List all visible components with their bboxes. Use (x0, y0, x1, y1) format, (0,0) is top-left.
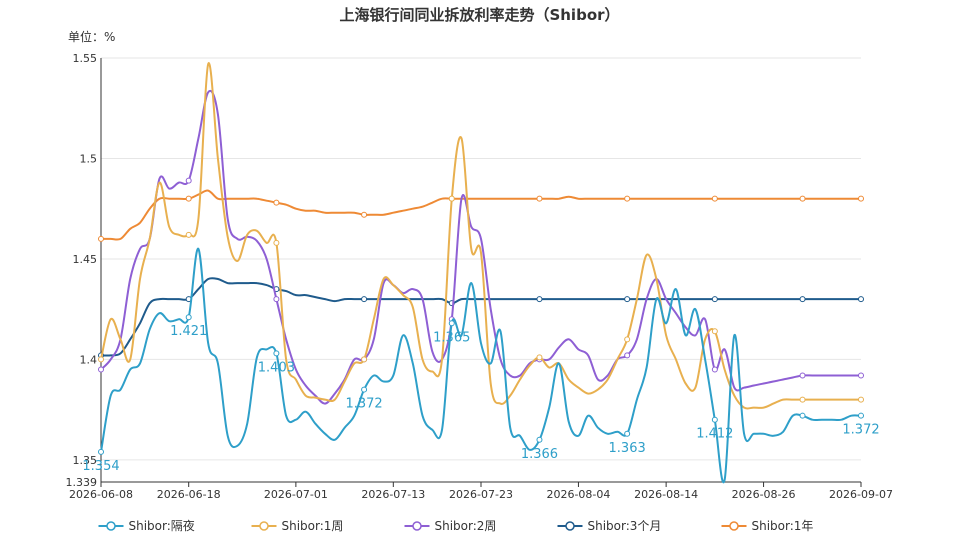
data-label: 1.354 (82, 459, 119, 474)
data-point-marker (624, 430, 631, 437)
data-point-marker (624, 336, 631, 343)
data-label: 1.363 (609, 441, 646, 456)
data-point-marker (361, 296, 368, 303)
data-point-marker (185, 231, 192, 238)
x-tick-label: 2026-08-04 (546, 488, 610, 501)
series-line (100, 247, 862, 484)
x-tick-label: 2026-08-14 (634, 488, 698, 501)
data-point-marker (185, 177, 192, 184)
data-point-marker (185, 314, 192, 321)
legend-marker (412, 521, 422, 531)
y-tick-label: 1.55 (73, 52, 98, 65)
y-tick-label: 1.45 (73, 253, 98, 266)
data-point-marker (858, 396, 864, 403)
data-point-marker (799, 412, 806, 419)
data-point-marker (624, 352, 631, 359)
data-point-marker (799, 195, 806, 202)
data-point-marker (799, 396, 806, 403)
data-point-marker (536, 195, 543, 202)
data-point-marker (273, 199, 280, 206)
legend-marker (565, 521, 575, 531)
data-label: 1.403 (258, 360, 295, 375)
data-point-marker (536, 436, 543, 443)
legend-marker (729, 521, 739, 531)
x-tick-label: 2026-08-26 (732, 488, 796, 501)
data-point-marker (98, 235, 104, 242)
data-point-marker (536, 354, 543, 361)
data-label: 1.366 (521, 447, 558, 462)
data-point-marker (858, 195, 864, 202)
chart-title: 上海银行间同业拆放利率走势（Shibor） (339, 6, 620, 24)
series-line (100, 277, 861, 357)
data-point-marker (536, 296, 543, 303)
data-point-marker (273, 296, 280, 303)
data-point-marker (448, 320, 455, 327)
legend-marker (106, 521, 116, 531)
series-line (100, 89, 861, 405)
data-point-marker (361, 211, 368, 218)
x-tick-label: 2026-07-13 (361, 488, 425, 501)
data-point-marker (711, 328, 718, 335)
data-label: 1.372 (345, 397, 382, 412)
legend-label: Shibor:1周 (282, 519, 344, 533)
data-point-marker (98, 448, 104, 455)
data-point-marker (273, 350, 280, 357)
data-point-marker (624, 296, 631, 303)
x-tick-label: 2026-06-08 (69, 488, 133, 501)
x-tick-label: 2026-07-23 (449, 488, 513, 501)
legend-label: Shibor:1年 (752, 519, 814, 533)
data-label: 1.412 (696, 427, 733, 442)
legend-marker (259, 521, 269, 531)
x-tick-label: 2026-09-07 (829, 488, 893, 501)
data-point-marker (98, 356, 104, 363)
data-point-marker (799, 372, 806, 379)
data-point-marker (858, 296, 864, 303)
data-label: 1.365 (433, 330, 470, 345)
y-tick-label: 1.35 (73, 454, 98, 467)
data-point-marker (361, 386, 368, 393)
x-tick-label: 2026-06-18 (157, 488, 221, 501)
legend-label: Shibor:隔夜 (129, 518, 195, 533)
data-point-marker (448, 195, 455, 202)
data-point-marker (273, 239, 280, 246)
y-tick-label: 1.5 (80, 152, 98, 165)
data-label: 1.372 (842, 423, 879, 438)
data-point-marker (711, 366, 718, 373)
data-label: 1.421 (170, 324, 207, 339)
data-point-marker (711, 296, 718, 303)
data-point-marker (185, 195, 192, 202)
y-axis-unit-label: 单位：% (68, 30, 116, 44)
data-point-marker (711, 416, 718, 423)
data-point-marker (858, 412, 864, 419)
legend-label: Shibor:2周 (435, 519, 497, 533)
data-point-marker (624, 195, 631, 202)
data-point-marker (711, 195, 718, 202)
y-tick-label: 1.4 (80, 353, 98, 366)
data-point-marker (98, 366, 104, 373)
x-tick-label: 2026-07-01 (264, 488, 328, 501)
data-point-marker (361, 356, 368, 363)
series-line (101, 189, 861, 241)
y-tick-label: 1.339 (66, 476, 98, 489)
data-point-marker (858, 372, 864, 379)
legend-label: Shibor:3个月 (588, 519, 662, 533)
data-point-marker (799, 296, 806, 303)
